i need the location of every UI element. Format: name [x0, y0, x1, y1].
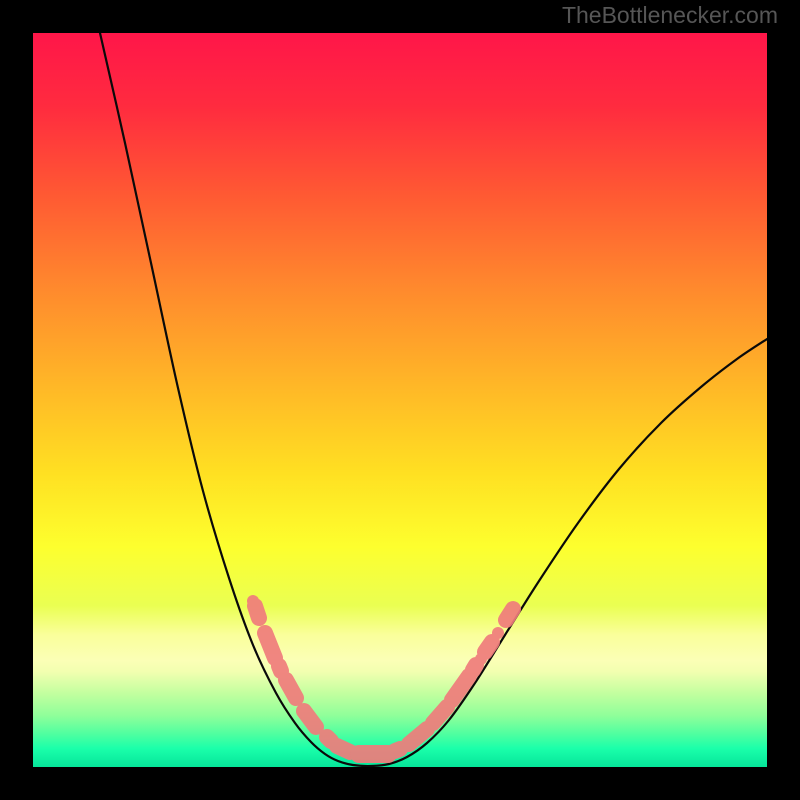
marker-capsule	[279, 666, 281, 671]
marker-capsule	[265, 633, 275, 658]
plot-area	[33, 33, 767, 767]
marker-capsule	[506, 609, 513, 620]
marker-capsule	[286, 680, 296, 698]
marker-capsule	[473, 665, 476, 670]
chart-svg	[33, 33, 767, 767]
marker-capsule	[395, 749, 400, 751]
watermark-text: TheBottlenecker.com	[562, 2, 778, 29]
marker-capsule	[337, 746, 350, 752]
marker-capsule	[433, 707, 447, 723]
marker-dot	[247, 595, 259, 607]
marker-capsule	[255, 606, 259, 618]
gradient-background	[33, 33, 767, 767]
marker-dot	[475, 653, 487, 665]
marker-capsule	[304, 711, 316, 727]
marker-capsule	[327, 737, 331, 741]
marker-capsule	[485, 642, 492, 652]
marker-dot	[492, 627, 504, 639]
frame: TheBottlenecker.com	[0, 0, 800, 800]
